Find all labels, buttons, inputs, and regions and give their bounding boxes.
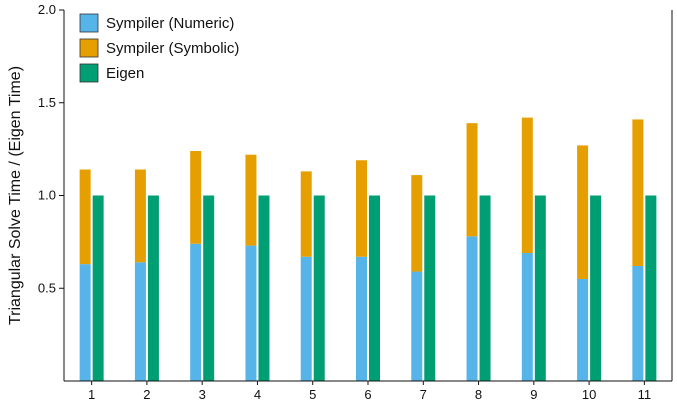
bar-symbolic-10 (577, 145, 589, 279)
bar-symbolic-9 (521, 117, 533, 254)
bar-symbolic-3 (190, 150, 202, 244)
x-tick-label-9: 9 (530, 387, 537, 402)
bar-eigen-5 (313, 195, 325, 381)
bar-eigen-4 (258, 195, 270, 381)
legend-swatch-0 (79, 13, 99, 33)
x-tick-label-1: 1 (88, 387, 95, 402)
bar-numeric-5 (300, 256, 312, 381)
bar-eigen-2 (147, 195, 159, 381)
y-tick-label-1.5: 1.5 (38, 95, 56, 110)
axes: 1 2 3 4 5 6 7 8 9 10 11 0.5 1.0 1.5 2.0 (38, 2, 673, 402)
bar-symbolic-5 (300, 171, 312, 257)
x-tick-label-2: 2 (143, 387, 150, 402)
bar-numeric-11 (632, 265, 644, 381)
bar-symbolic-8 (466, 123, 478, 237)
bar-eigen-3 (203, 195, 215, 381)
x-tick-label-8: 8 (475, 387, 482, 402)
x-tick-label-4: 4 (254, 387, 261, 402)
x-tick-label-7: 7 (420, 387, 427, 402)
bar-symbolic-4 (245, 154, 257, 246)
bars (79, 117, 657, 381)
bar-numeric-6 (356, 256, 367, 381)
y-tick-label-2.0: 2.0 (38, 2, 56, 17)
y-axis-title: Triangular Solve Time / (Eigen Time) (7, 66, 24, 325)
x-tick-label-10: 10 (582, 387, 596, 402)
legend: Sympiler (Numeric) Sympiler (Symbolic) Eig… (79, 13, 239, 83)
legend-label-1: Sympiler (Symbolic) (106, 40, 239, 57)
bar-eigen-10 (590, 195, 602, 381)
bar-eigen-9 (534, 195, 546, 381)
x-tick-label-5: 5 (309, 387, 316, 402)
bar-symbolic-11 (632, 119, 644, 266)
bar-eigen-8 (479, 195, 491, 381)
bar-symbolic-7 (411, 175, 423, 272)
bar-numeric-9 (521, 253, 533, 381)
bar-numeric-3 (190, 243, 202, 381)
bar-numeric-2 (134, 262, 146, 381)
x-tick-label-11: 11 (638, 387, 652, 402)
legend-swatch-2 (79, 63, 99, 83)
y-tick-label-1.0: 1.0 (38, 188, 56, 203)
bar-numeric-4 (245, 245, 257, 381)
x-tick-label-6: 6 (364, 387, 371, 402)
bar-numeric-10 (577, 278, 589, 381)
x-tick-label-3: 3 (199, 387, 206, 402)
bar-eigen-11 (645, 195, 657, 381)
bar-symbolic-6 (356, 160, 367, 257)
legend-label-2: Eigen (106, 65, 144, 82)
bar-eigen-7 (424, 195, 436, 381)
bar-eigen-6 (369, 195, 380, 381)
bar-numeric-8 (466, 236, 478, 381)
legend-label-0: Sympiler (Numeric) (106, 15, 234, 32)
y-tick-label-0.5: 0.5 (38, 280, 56, 295)
bar-symbolic-1 (79, 169, 91, 265)
bar-eigen-1 (92, 195, 104, 381)
bar-numeric-1 (79, 264, 91, 381)
bar-numeric-7 (411, 271, 423, 381)
legend-swatch-1 (79, 38, 99, 58)
bar-symbolic-2 (134, 169, 146, 263)
